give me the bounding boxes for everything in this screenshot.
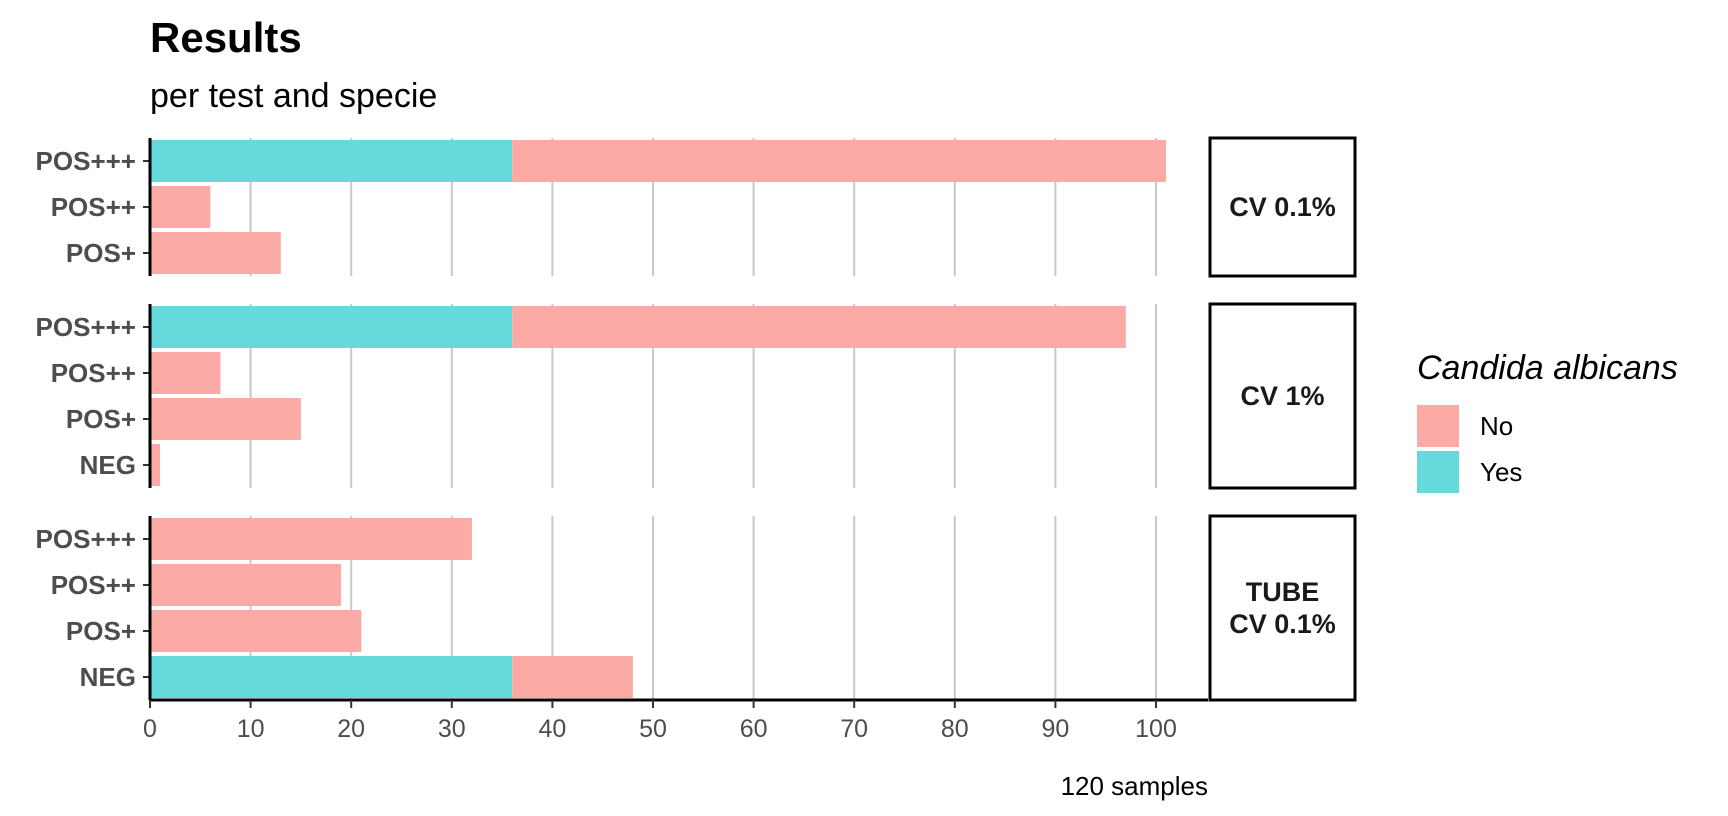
facet-strip <box>1208 302 1357 490</box>
bar-no-pospp <box>150 564 342 606</box>
legend-key-no <box>1417 405 1459 447</box>
x-tick-label: 30 <box>438 715 466 743</box>
x-tick-label: 70 <box>840 715 868 743</box>
x-tick-label: 60 <box>740 715 768 743</box>
x-tick-label: 90 <box>1041 715 1069 743</box>
legend-key-yes <box>1417 451 1459 493</box>
bar-no-neg <box>512 656 633 698</box>
y-tick-label: POS+ <box>66 404 136 434</box>
y-tick-label: POS+ <box>66 616 136 646</box>
bar-yes-posppp <box>150 140 513 182</box>
y-tick-label: POS+++ <box>36 312 136 342</box>
y-tick-label: POS++ <box>51 358 136 388</box>
facet-label: CV 1% <box>1240 381 1324 411</box>
bar-no-posp <box>150 610 362 652</box>
y-tick-label: NEG <box>80 450 136 480</box>
bar-yes-posppp <box>150 306 513 348</box>
facet-strip <box>1208 136 1357 278</box>
facet-label: TUBE CV 0.1% <box>1229 577 1336 639</box>
x-tick-label: 10 <box>237 715 265 743</box>
panel-1: POS+++ POS++ POS+ CV 0.1% <box>36 136 1357 278</box>
bar-no-pospp <box>150 186 211 228</box>
bar-no-neg <box>150 444 161 486</box>
x-axis: 0 10 20 30 40 50 60 70 80 90 100 <box>143 698 1208 743</box>
chart-title: Results <box>150 14 302 61</box>
x-tick-label: 80 <box>941 715 969 743</box>
bar-no-pospp <box>150 352 221 394</box>
y-tick-label: POS++ <box>51 570 136 600</box>
bar-no-posp <box>150 232 281 274</box>
facet-label: CV 0.1% <box>1229 192 1336 222</box>
x-tick-label: 0 <box>143 715 157 743</box>
y-tick-label: NEG <box>80 662 136 692</box>
x-tick-label: 40 <box>538 715 566 743</box>
chart-subtitle: per test and specie <box>150 77 437 115</box>
bar-no-posp <box>150 398 301 440</box>
x-tick-label: 20 <box>337 715 365 743</box>
caption: 120 samples <box>1061 771 1208 801</box>
bar-no-posppp <box>150 518 472 560</box>
y-tick-label: POS+++ <box>36 146 136 176</box>
x-tick-label: 50 <box>639 715 667 743</box>
panel-2: POS+++ POS++ POS+ NEG CV 1% <box>36 302 1357 490</box>
y-tick-label: POS+ <box>66 238 136 268</box>
x-tick-label: 100 <box>1135 715 1177 743</box>
legend-label-yes: Yes <box>1480 457 1522 487</box>
y-tick-label: POS++ <box>51 192 136 222</box>
panels: POS+++ POS++ POS+ CV 0.1% POS+++ POS++ POS+ NEG… <box>36 136 1357 702</box>
facet-strip <box>1208 514 1357 702</box>
y-tick-label: POS+++ <box>36 524 136 554</box>
panel-3: POS+++ POS++ POS+ NEG TUBE CV 0.1% <box>36 514 1357 702</box>
legend-title: Candida albicans <box>1417 349 1678 387</box>
legend: Candida albicans No Yes <box>1417 349 1678 493</box>
bar-no-posppp <box>512 306 1126 348</box>
bar-yes-neg <box>150 656 513 698</box>
legend-label-no: No <box>1480 411 1513 441</box>
bar-no-posppp <box>512 140 1167 182</box>
